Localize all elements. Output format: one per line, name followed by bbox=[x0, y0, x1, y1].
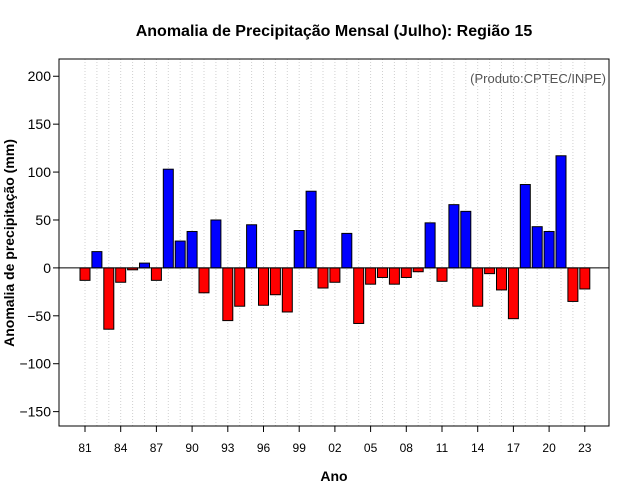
x-tick-label: 96 bbox=[257, 441, 271, 455]
bar-1990 bbox=[186, 230, 198, 269]
y-axis-title: Anomalia de precipitação (mm) bbox=[1, 139, 17, 347]
y-tick-label: 150 bbox=[28, 116, 52, 132]
bar-2005 bbox=[365, 267, 377, 285]
y-axis: −150 −100 −50 0 50 100 150 200 bbox=[19, 68, 59, 420]
bar-1984 bbox=[115, 267, 127, 283]
bar-2015 bbox=[484, 267, 496, 275]
y-tick-label: −50 bbox=[27, 308, 51, 324]
bar-1992 bbox=[210, 219, 222, 269]
bar-2020 bbox=[543, 230, 555, 269]
y-tick-label: 50 bbox=[35, 212, 51, 228]
bar-1983 bbox=[103, 267, 115, 330]
bar-1998 bbox=[281, 267, 293, 313]
bar-2008 bbox=[400, 267, 412, 278]
bar-2019 bbox=[531, 226, 543, 269]
x-tick-label: 93 bbox=[221, 441, 235, 455]
grid bbox=[84, 59, 586, 426]
bar-2010 bbox=[424, 222, 436, 269]
bar-1982 bbox=[91, 251, 103, 269]
bar-1986 bbox=[139, 262, 150, 269]
bar-2022 bbox=[567, 267, 579, 302]
bar-2012 bbox=[448, 204, 460, 269]
x-tick-label: 99 bbox=[293, 441, 307, 455]
x-tick-label: 17 bbox=[507, 441, 521, 455]
bar-2003 bbox=[341, 232, 353, 269]
y-tick-label: 0 bbox=[43, 260, 51, 276]
bar-2023 bbox=[579, 267, 591, 290]
y-tick-label: 200 bbox=[28, 68, 52, 84]
bar-1987 bbox=[150, 267, 162, 281]
bar-2000 bbox=[305, 190, 317, 269]
bar-2018 bbox=[519, 184, 531, 269]
y-tick-label: 100 bbox=[28, 164, 52, 180]
bar-2004 bbox=[353, 267, 365, 324]
bar-2014 bbox=[472, 267, 484, 307]
y-tick-label: −150 bbox=[19, 404, 51, 420]
x-tick-label: 23 bbox=[578, 441, 592, 455]
x-tick-label: 20 bbox=[542, 441, 556, 455]
bar-1995 bbox=[246, 224, 258, 269]
bar-1996 bbox=[258, 267, 269, 306]
bar-2021 bbox=[555, 155, 567, 269]
bar-2009 bbox=[412, 267, 424, 273]
bar-2006 bbox=[377, 267, 388, 278]
bar-1999 bbox=[293, 230, 305, 269]
bars bbox=[79, 155, 591, 330]
bar-1997 bbox=[269, 267, 281, 296]
x-tick-label: 84 bbox=[114, 441, 128, 455]
bar-2013 bbox=[460, 210, 472, 269]
x-tick-label: 81 bbox=[78, 441, 92, 455]
bar-1988 bbox=[162, 168, 174, 269]
product-annotation: (Produto:CPTEC/INPE) bbox=[470, 71, 606, 86]
x-tick-label: 05 bbox=[364, 441, 378, 455]
bar-1981 bbox=[79, 267, 91, 281]
bar-1993 bbox=[222, 267, 234, 322]
x-axis-title: Ano bbox=[320, 468, 347, 484]
x-tick-label: 11 bbox=[436, 441, 449, 455]
x-tick-label: 02 bbox=[328, 441, 342, 455]
x-tick-label: 90 bbox=[185, 441, 199, 455]
x-tick-label: 14 bbox=[471, 441, 485, 455]
bar-1991 bbox=[198, 267, 210, 294]
bar-1989 bbox=[174, 240, 186, 269]
bar-2017 bbox=[507, 267, 519, 320]
bar-2011 bbox=[436, 267, 448, 282]
x-tick-label: 87 bbox=[150, 441, 164, 455]
bar-2007 bbox=[388, 267, 400, 285]
x-tick-label: 08 bbox=[400, 441, 414, 455]
bar-2001 bbox=[317, 267, 329, 289]
x-axis: 81 84 87 90 93 96 99 02 05 08 11 14 17 20 23 bbox=[78, 426, 592, 455]
bar-2002 bbox=[329, 267, 341, 283]
plot-area-border bbox=[58, 58, 610, 427]
y-tick-label: −100 bbox=[19, 356, 51, 372]
bar-1994 bbox=[234, 267, 246, 307]
bar-2016 bbox=[496, 267, 507, 291]
chart-title: Anomalia de Precipitação Mensal (Julho):… bbox=[136, 23, 533, 40]
